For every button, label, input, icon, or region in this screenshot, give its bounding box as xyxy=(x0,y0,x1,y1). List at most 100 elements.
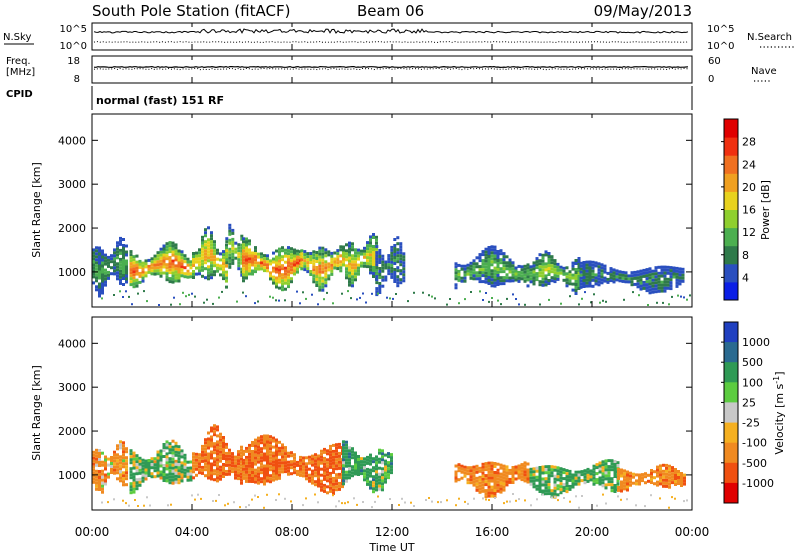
data-cell xyxy=(171,247,175,251)
freq-label-line1: Freq. xyxy=(6,56,31,67)
data-cell xyxy=(466,266,470,270)
data-cell xyxy=(183,462,187,466)
data-cell xyxy=(272,472,275,476)
data-cell xyxy=(284,260,287,264)
data-cell xyxy=(324,269,328,273)
data-cell xyxy=(357,464,360,467)
data-cell xyxy=(183,266,187,270)
data-cell xyxy=(378,291,382,294)
data-cell xyxy=(222,436,225,439)
data-cell xyxy=(330,263,334,267)
data-cell xyxy=(113,269,116,273)
data-cell xyxy=(327,262,331,266)
data-cell xyxy=(314,480,317,484)
data-cell xyxy=(251,257,254,261)
data-cell xyxy=(159,449,163,453)
data-cell xyxy=(369,235,372,239)
data-cell xyxy=(204,267,207,271)
data-cell xyxy=(387,266,391,270)
data-cell xyxy=(296,264,299,268)
data-cell xyxy=(472,483,476,487)
data-cell xyxy=(254,438,257,442)
data-cell xyxy=(345,276,348,280)
data-cell xyxy=(228,259,232,263)
data-cell xyxy=(107,258,110,262)
data-cell xyxy=(95,463,98,467)
data-cell xyxy=(210,249,213,253)
data-cell xyxy=(222,256,225,260)
data-cell xyxy=(132,261,136,265)
data-cell xyxy=(174,474,178,478)
data-cell xyxy=(228,223,232,227)
data-cell xyxy=(360,463,363,467)
data-cell xyxy=(369,244,372,248)
data-cell xyxy=(335,488,338,492)
data-cell xyxy=(104,253,107,257)
data-cell xyxy=(499,282,503,286)
data-cell xyxy=(234,461,237,465)
data-cell xyxy=(98,455,101,458)
data-cell xyxy=(125,450,128,454)
data-cell xyxy=(478,256,482,260)
data-cell xyxy=(466,472,470,476)
data-cell xyxy=(493,465,497,468)
data-cell xyxy=(315,272,319,275)
data-cell xyxy=(375,245,379,249)
data-cell xyxy=(565,478,569,482)
data-cell xyxy=(147,459,151,462)
data-cell xyxy=(206,298,208,301)
data-cell xyxy=(583,478,587,482)
data-cell xyxy=(487,485,491,489)
data-cell xyxy=(101,267,104,271)
data-cell xyxy=(116,256,119,260)
data-cell xyxy=(327,277,331,281)
data-cell xyxy=(526,278,530,282)
data-cell xyxy=(597,274,601,278)
data-cell xyxy=(122,250,125,253)
data-cell xyxy=(626,470,629,474)
data-cell xyxy=(122,447,125,451)
velocity-ylabel: Slant Range [km] xyxy=(30,365,43,461)
data-cell xyxy=(665,469,668,473)
data-cell xyxy=(585,269,589,273)
data-cell xyxy=(198,260,201,264)
colorbar-tick-label: 4 xyxy=(742,271,749,284)
data-cell xyxy=(338,463,341,467)
data-cell xyxy=(399,272,403,276)
data-cell xyxy=(366,467,369,471)
data-cell xyxy=(348,455,351,459)
data-cell xyxy=(660,265,664,269)
data-cell xyxy=(511,466,515,469)
data-cell xyxy=(306,255,310,259)
data-cell xyxy=(523,476,527,480)
data-cell xyxy=(266,452,269,456)
data-cell xyxy=(119,470,122,474)
data-cell xyxy=(378,282,382,285)
data-cell xyxy=(95,451,98,455)
data-cell xyxy=(168,469,172,473)
data-cell xyxy=(604,465,608,469)
data-cell xyxy=(171,250,175,254)
data-cell xyxy=(390,272,394,276)
data-cell xyxy=(95,267,98,271)
data-cell xyxy=(577,482,581,486)
data-cell xyxy=(469,472,473,476)
data-cell xyxy=(381,455,384,459)
data-cell xyxy=(116,250,119,254)
data-cell xyxy=(144,468,148,472)
data-cell xyxy=(387,254,391,258)
data-cell xyxy=(671,469,674,473)
data-cell xyxy=(281,455,284,459)
data-cell xyxy=(284,299,286,302)
data-cell xyxy=(290,256,293,260)
data-cell xyxy=(672,269,676,273)
data-cell xyxy=(606,280,610,284)
data-cell xyxy=(348,458,351,462)
data-cell xyxy=(653,470,656,474)
data-cell xyxy=(481,280,485,284)
data-cell xyxy=(287,273,290,277)
data-cell xyxy=(613,460,617,463)
data-cell xyxy=(156,257,160,261)
data-cell xyxy=(272,454,275,458)
data-cell xyxy=(186,260,190,264)
